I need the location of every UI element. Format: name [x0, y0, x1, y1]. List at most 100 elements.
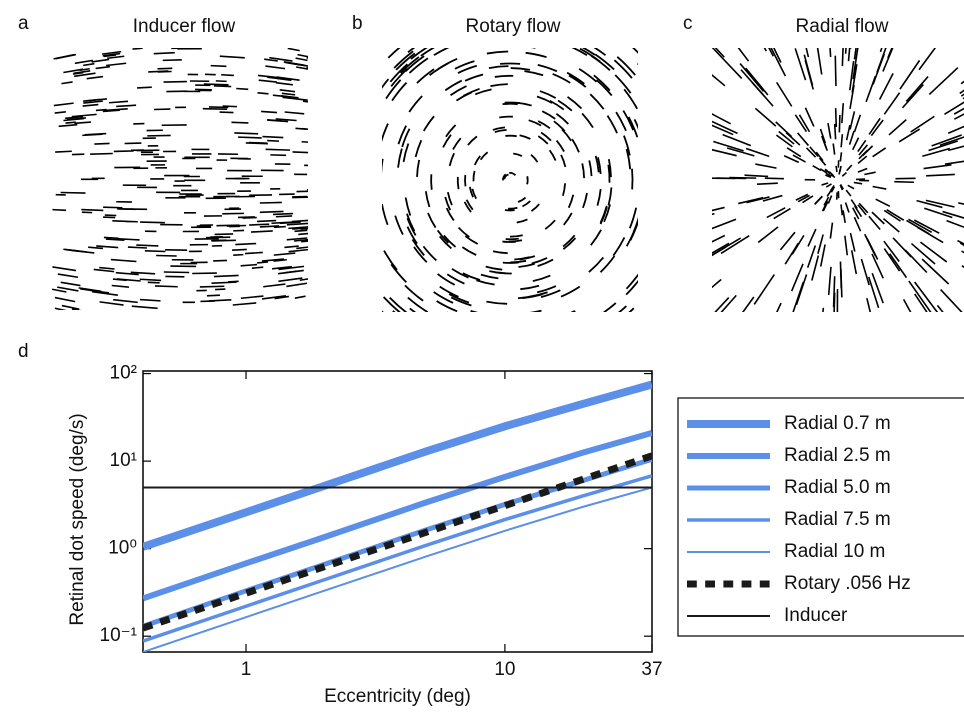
flow-arc — [538, 65, 557, 71]
flow-streak — [817, 41, 822, 74]
flow-streak — [741, 70, 764, 96]
flow-arc — [526, 53, 547, 57]
flow-streak — [667, 280, 707, 310]
flow-streak — [761, 0, 779, 23]
flow-dash — [99, 268, 114, 269]
flow-dash — [284, 246, 298, 247]
flow-arc — [509, 240, 522, 241]
flow-arc — [562, 129, 571, 140]
flow-arc — [499, 117, 513, 118]
flow-arc — [537, 96, 552, 103]
flow-streak — [840, 152, 841, 161]
flow-dash — [96, 67, 110, 69]
flow-arc — [437, 15, 462, 24]
flow-streak — [834, 276, 835, 307]
flow-dash — [207, 295, 220, 296]
flow-arc — [511, 346, 537, 348]
flow-streak — [804, 55, 812, 85]
flow-arc — [660, 89, 672, 113]
flow-arc — [465, 75, 483, 81]
flow-dash — [148, 282, 160, 283]
flow-streak — [819, 308, 824, 348]
flow-arc — [338, 180, 340, 207]
flow-dash — [104, 237, 119, 238]
flow-streak — [898, 0, 916, 9]
flow-dash — [100, 302, 124, 305]
flow-arc — [339, 142, 343, 168]
flow-arc — [457, 338, 482, 344]
flow-arc — [414, 7, 439, 20]
flow-dash — [307, 58, 318, 60]
flow-streak — [861, 259, 869, 285]
flow-arc — [410, 308, 431, 322]
flow-arc — [348, 142, 352, 167]
flow-dash — [260, 202, 282, 203]
flow-dash — [223, 106, 237, 107]
flow-arc — [438, 59, 457, 69]
flow-arc — [641, 149, 644, 171]
flow-streak — [845, 337, 847, 385]
flow-dash — [266, 149, 290, 150]
flow-pattern — [328, 0, 699, 368]
flow-arc — [639, 168, 640, 190]
flow-streak — [692, 247, 727, 268]
flow-streak — [808, 245, 816, 267]
flow-streak — [828, 196, 831, 204]
flow-dash — [163, 60, 182, 61]
flow-arc — [589, 160, 591, 176]
flow-streak — [721, 25, 748, 61]
flow-streak — [900, 60, 920, 89]
flow-arc — [468, 136, 477, 145]
flow-arc — [656, 196, 660, 220]
flow-dash — [241, 296, 263, 298]
flow-arc — [453, 138, 461, 149]
flow-streak — [835, 124, 836, 139]
flow-dash — [216, 81, 227, 82]
flow-arc — [495, 76, 513, 77]
flow-arc — [417, 69, 434, 83]
x-tick-label: 10 — [494, 659, 515, 680]
flow-dash — [276, 216, 292, 217]
flow-streak — [883, 219, 899, 232]
flow-streak — [729, 178, 756, 179]
flow-arc — [343, 108, 352, 133]
flow-arc — [407, 218, 415, 235]
flow-streak — [846, 190, 851, 196]
flow-arc — [408, 38, 429, 52]
flow-dash — [280, 90, 295, 92]
flow-streak — [808, 229, 816, 246]
flow-arc — [520, 286, 539, 289]
flow-streak — [841, 204, 842, 215]
flow-dash — [295, 230, 308, 231]
flow-arc — [505, 338, 530, 339]
flow-dash — [148, 71, 168, 72]
flow-streak — [744, 11, 766, 51]
flow-dash — [55, 112, 66, 113]
flow-streak — [713, 142, 743, 151]
flow-arc — [428, 27, 451, 38]
flow-arc — [517, 219, 528, 222]
flow-streak — [805, 108, 813, 127]
y-tick-label: 10¹ — [110, 450, 137, 471]
flow-arc — [438, 274, 455, 285]
flow-streak — [841, 134, 842, 147]
flow-dash — [111, 260, 137, 262]
flow-dash — [236, 89, 248, 90]
flow-arc — [583, 193, 587, 208]
flow-streak — [873, 186, 887, 189]
flow-dash — [221, 75, 234, 76]
flow-arc — [450, 153, 454, 166]
flow-streak — [663, 216, 704, 227]
flow-arc — [561, 287, 580, 297]
flow-arc — [330, 229, 339, 256]
flow-arc — [696, 160, 697, 188]
flow-dash — [203, 109, 227, 110]
flow-streak — [695, 298, 728, 334]
flow-arc — [577, 31, 599, 43]
flow-arc — [615, 75, 630, 93]
flow-arc — [561, 155, 565, 167]
flow-arc — [487, 51, 508, 53]
flow-arc — [648, 67, 664, 89]
flow-arc — [549, 342, 575, 350]
